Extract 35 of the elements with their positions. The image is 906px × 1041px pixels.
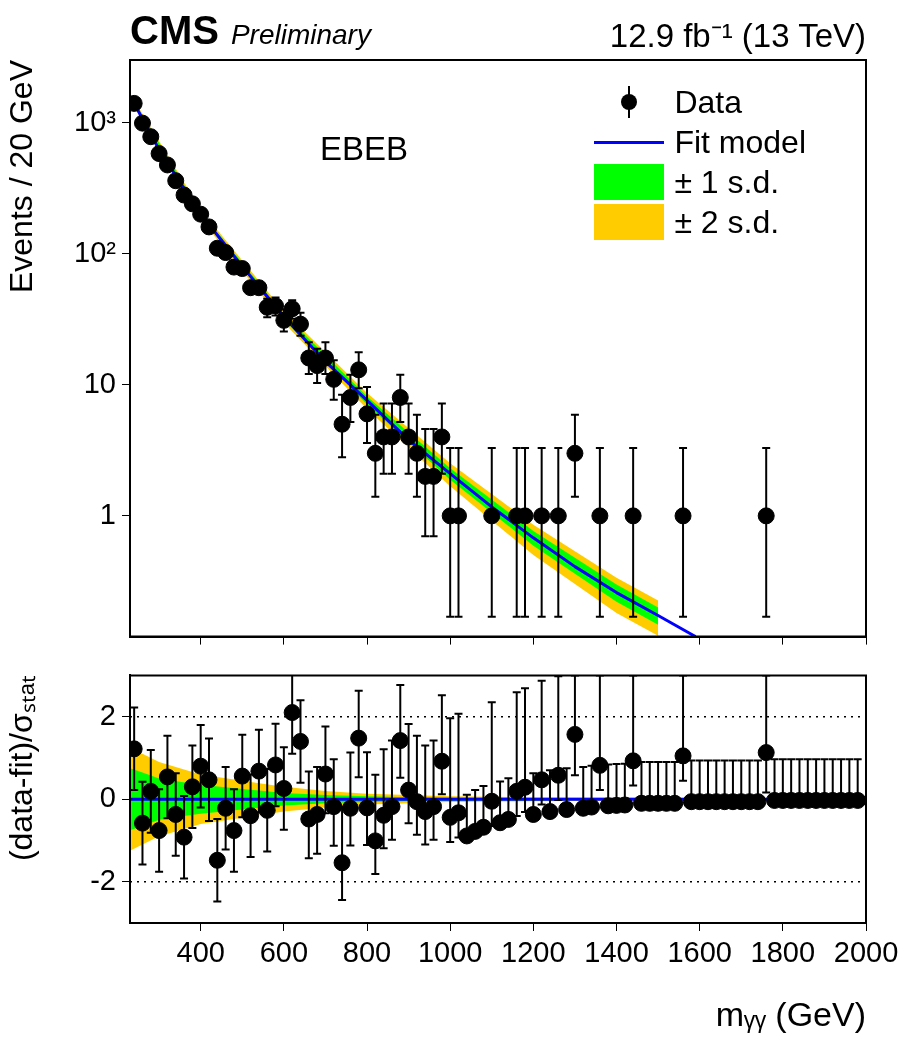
legend-label: Fit model bbox=[674, 123, 806, 162]
point bbox=[158, 156, 176, 174]
y-tick-label: 0 bbox=[99, 781, 116, 814]
point bbox=[150, 145, 168, 163]
x-tick-label: 400 bbox=[176, 936, 225, 969]
legend-label: ± 1 s.d. bbox=[674, 163, 780, 202]
y-tick-label: 1 bbox=[99, 497, 116, 530]
y-axis-title: Events / 20 GeV bbox=[3, 59, 40, 294]
point bbox=[167, 172, 185, 190]
x-tick-label: 800 bbox=[342, 936, 392, 969]
x-tick-label: 1000 bbox=[417, 936, 483, 969]
y-tick-label: -2 bbox=[90, 863, 116, 896]
chart-title: CMS bbox=[130, 8, 219, 53]
point bbox=[217, 244, 235, 262]
text: 12.9 fb⁻¹ (13 TeV) bbox=[609, 16, 866, 56]
y-tick-label: 2 bbox=[99, 698, 116, 731]
y-tick-label: 10 bbox=[83, 366, 116, 399]
y-tick-label: 10³ bbox=[74, 104, 117, 137]
point bbox=[192, 205, 210, 223]
legend-label: Data bbox=[674, 83, 742, 122]
y-tick-label: 10² bbox=[74, 235, 117, 268]
point bbox=[142, 128, 160, 146]
x-axis-title: mᵧᵧ (GeV) bbox=[715, 994, 866, 1033]
x-tick-label: 1200 bbox=[501, 936, 566, 969]
x-tick-label: 600 bbox=[259, 936, 309, 969]
x-tick-label: 2000 bbox=[833, 936, 899, 969]
chart-subtitle: Preliminary bbox=[230, 19, 371, 51]
x-tick-label: 1800 bbox=[750, 936, 816, 969]
x-tick-label: 1400 bbox=[584, 936, 649, 969]
x-tick-label: 1600 bbox=[667, 936, 732, 969]
annotation: EBEB bbox=[320, 130, 409, 168]
point bbox=[133, 114, 151, 132]
point bbox=[200, 218, 218, 236]
y-axis-title: (data-fit)/σₛₜₐₜ bbox=[3, 675, 40, 862]
legend-label: ± 2 s.d. bbox=[674, 203, 780, 242]
